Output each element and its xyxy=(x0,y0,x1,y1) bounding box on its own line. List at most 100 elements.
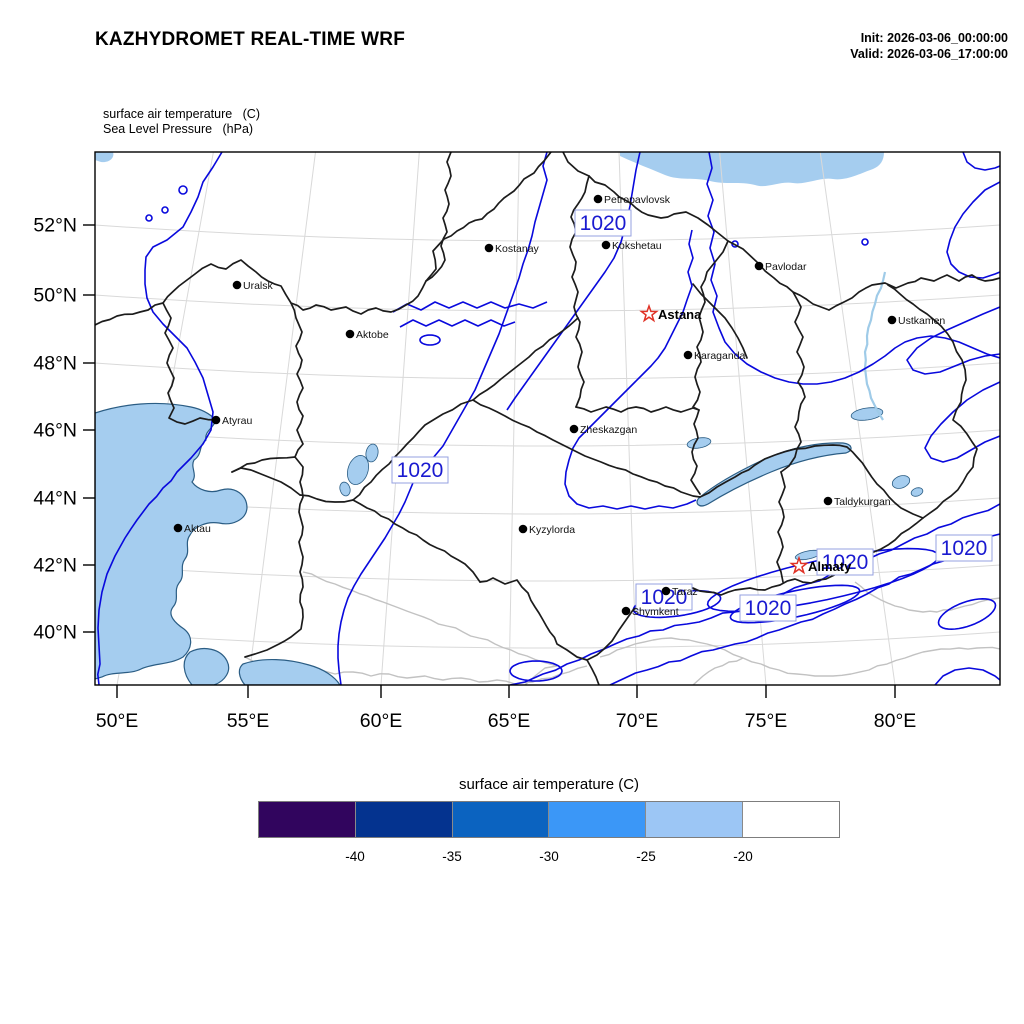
colorbar-tick-label: -20 xyxy=(733,849,753,864)
isobar-label: 1020 xyxy=(739,594,797,622)
city-label: Aktau xyxy=(184,523,211,535)
isobar-value: 1020 xyxy=(745,597,792,620)
isobar-value: 1020 xyxy=(397,459,444,482)
isobar-value: 1020 xyxy=(641,586,688,609)
colorbar-tick-label: -25 xyxy=(636,849,656,864)
city-marker: Taldykurgan xyxy=(823,496,891,508)
field-subtitle: surface air temperature (C) Sea Level Pr… xyxy=(103,107,260,137)
city-label: Taraz xyxy=(672,586,698,598)
city-marker: Kostanay xyxy=(484,243,540,255)
lat-tick-label: 42°N xyxy=(33,555,77,577)
city-marker: Shymkent xyxy=(621,606,679,618)
lon-tick-label: 65°E xyxy=(488,710,531,732)
city-marker: Aktau xyxy=(173,523,211,535)
city-marker: Zheskazgan xyxy=(569,424,637,436)
city-marker: Uralsk xyxy=(232,280,274,292)
city-label: Uralsk xyxy=(243,280,274,292)
city-dot xyxy=(569,424,579,434)
init-timestamp: Init: 2026-03-06_00:00:00 xyxy=(860,31,1008,45)
capital-label: Astana xyxy=(658,307,702,322)
colorbar-segment xyxy=(355,802,453,837)
colorbar-segment xyxy=(743,802,839,837)
lat-tick-label: 48°N xyxy=(33,353,77,375)
city-dot xyxy=(683,350,693,360)
colorbar-tick-label: -30 xyxy=(539,849,559,864)
colorbar-segment xyxy=(549,802,647,837)
isobar-label: 1020 xyxy=(391,456,449,484)
lon-tick-label: 55°E xyxy=(227,710,270,732)
isobar-label: 1020 xyxy=(574,209,632,237)
isobar-label: 1020 xyxy=(816,548,874,576)
city-dot xyxy=(345,329,355,339)
city-dot xyxy=(754,261,764,271)
city-label: Kyzylorda xyxy=(529,524,575,536)
city-label: Atyrau xyxy=(222,415,253,427)
isobar-value: 1020 xyxy=(580,212,627,235)
colorbar-tick-label: -40 xyxy=(345,849,365,864)
city-dot xyxy=(601,240,611,250)
city-label: Aktobe xyxy=(356,329,389,341)
city-dot xyxy=(593,194,603,204)
subtitle-temperature: surface air temperature (C) xyxy=(103,107,260,121)
city-dot xyxy=(661,586,671,596)
colorbar-title: surface air temperature (C) xyxy=(458,776,640,793)
city-marker: Kyzylorda xyxy=(518,524,575,536)
axes: 52°N 50°N 48°N 46°N 44°N 42°N 40°N 50°E 55°E 60°E… xyxy=(33,215,916,733)
city-label: Shymkent xyxy=(632,606,679,618)
lon-tick-label: 75°E xyxy=(745,710,788,732)
city-marker: Kokshetau xyxy=(601,240,662,252)
lon-tick-label: 50°E xyxy=(96,710,139,732)
run-info: Init: 2026-03-06_00:00:00 Valid: 2026-03… xyxy=(850,30,1008,62)
city-label: Pavlodar xyxy=(765,261,807,273)
city-dot xyxy=(211,415,221,425)
city-label: Kokshetau xyxy=(612,240,662,252)
city-marker: Taraz xyxy=(661,586,698,598)
city-dot xyxy=(621,606,631,616)
temperature-shading xyxy=(95,152,884,187)
isobar-value: 1020 xyxy=(941,537,988,560)
city-label: Taldykurgan xyxy=(834,496,891,508)
city-dot xyxy=(518,524,528,534)
city-label: Ustkamen xyxy=(898,315,945,327)
caspian-sea xyxy=(95,402,248,680)
cities: Petropavlovsk Kostanay Kokshetau Pavlodar Ur… xyxy=(173,194,945,618)
city-marker: Karaganda xyxy=(683,350,746,362)
city-label: Kostanay xyxy=(495,243,540,255)
capital-label: Almaty xyxy=(808,559,852,574)
capital-star-icon xyxy=(639,303,659,323)
map-canvas: 1020 1020 1020 1020 1020 1020 Petropavlovsk Kos… xyxy=(33,151,1001,733)
city-marker: Ustkamen xyxy=(887,315,945,327)
isobar-label: 1020 xyxy=(935,534,993,562)
map-layers: 1020 1020 1020 1020 1020 1020 Petropavlovsk Kos… xyxy=(95,152,1000,685)
city-label: Zheskazgan xyxy=(580,424,637,436)
city-marker: Atyrau xyxy=(211,415,253,427)
lon-tick-label: 60°E xyxy=(360,710,403,732)
capital-star-icon xyxy=(789,555,809,575)
lat-tick-label: 50°N xyxy=(33,285,77,307)
city-label: Petropavlovsk xyxy=(604,194,671,206)
subtitle-pressure: Sea Level Pressure (hPa) xyxy=(103,122,254,136)
colorbar xyxy=(258,801,840,838)
lat-tick-label: 52°N xyxy=(33,215,77,237)
city-dot xyxy=(484,243,494,253)
isobar-labels: 1020 1020 1020 1020 1020 1020 xyxy=(391,209,993,622)
colorbar-segment xyxy=(646,802,744,837)
lat-tick-label: 46°N xyxy=(33,420,77,442)
colorbar-tick-label: -35 xyxy=(442,849,462,864)
irtysh-river xyxy=(863,271,887,421)
lon-tick-label: 80°E xyxy=(874,710,917,732)
city-marker: Aktobe xyxy=(345,329,389,341)
page-title: KAZHYDROMET REAL-TIME WRF xyxy=(95,29,406,50)
city-marker: Petropavlovsk xyxy=(593,194,671,206)
capital-marker: Astana xyxy=(639,303,702,323)
isobar-value: 1020 xyxy=(822,551,869,574)
city-label: Karaganda xyxy=(694,350,746,362)
city-dot xyxy=(173,523,183,533)
city-dot xyxy=(232,280,242,290)
city-dot xyxy=(887,315,897,325)
lat-tick-label: 44°N xyxy=(33,488,77,510)
capital-marker: Almaty xyxy=(789,555,852,575)
colorbar-segment xyxy=(259,802,356,837)
lat-tick-label: 40°N xyxy=(33,622,77,644)
